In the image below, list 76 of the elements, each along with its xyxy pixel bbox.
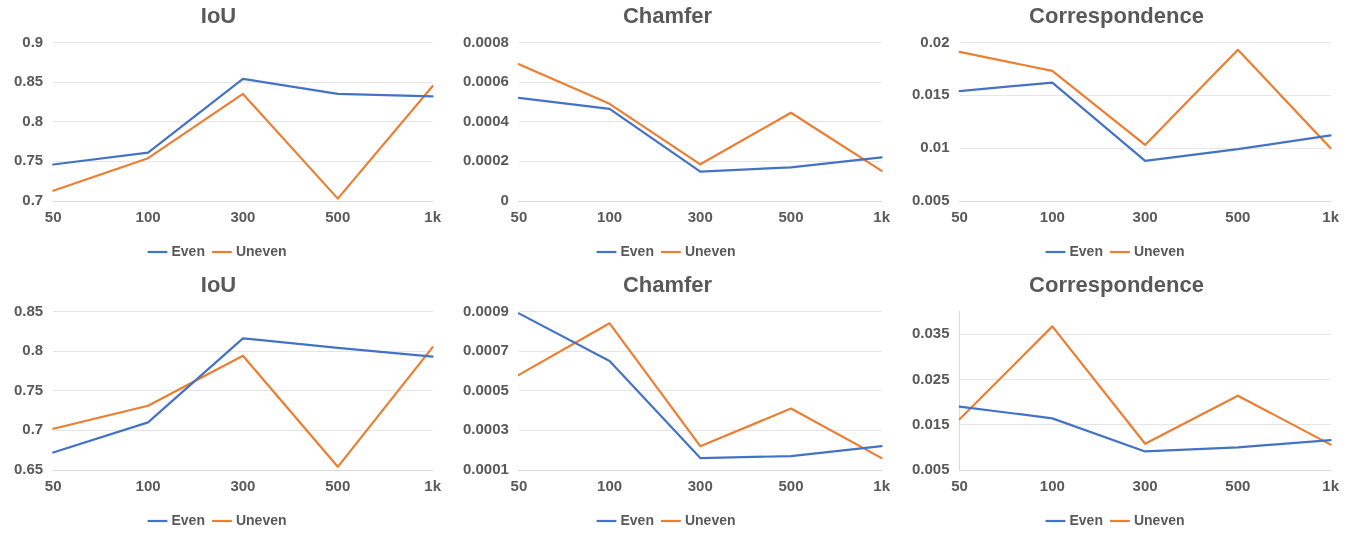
y-tick-label: 0.8 <box>22 111 44 129</box>
y-tick-label: 0.025 <box>911 369 950 387</box>
x-tick-label: 300 <box>230 477 256 495</box>
x-tick-label: 300 <box>687 208 713 226</box>
x-tick-label: 500 <box>778 208 804 226</box>
x-tick-label: 500 <box>325 208 351 226</box>
x-tick-label: 1k <box>873 208 891 226</box>
chart-title: IoU <box>200 3 237 29</box>
legend-label: Uneven <box>1133 242 1185 259</box>
x-tick-label: 1k <box>1322 208 1340 226</box>
x-tick-label: 50 <box>44 477 62 495</box>
y-tick-label: 0.65 <box>13 460 44 478</box>
x-tick-label: 500 <box>778 477 804 495</box>
chart-title: Correspondence <box>1029 272 1204 298</box>
y-tick-label: 0 <box>500 191 509 209</box>
y-tick-label: 0.0002 <box>462 151 509 169</box>
y-tick-label: 0.0001 <box>462 460 509 478</box>
x-tick-label: 50 <box>951 208 968 226</box>
x-tick-label: 500 <box>1225 477 1251 495</box>
legend-label: Uneven <box>235 242 287 259</box>
x-tick-label: 100 <box>1039 477 1065 495</box>
y-tick-label: 0.85 <box>13 72 44 90</box>
legend-label: Even <box>620 511 654 528</box>
x-tick-label: 1k <box>1322 477 1340 495</box>
legend-label: Even <box>171 242 205 259</box>
legend-label: Even <box>171 511 205 528</box>
x-tick-label: 1k <box>424 208 442 226</box>
x-tick-label: 100 <box>597 477 623 495</box>
y-tick-label: 0.015 <box>911 414 950 432</box>
x-tick-label: 50 <box>951 477 968 495</box>
x-tick-label: 500 <box>1225 208 1251 226</box>
legend-label: Uneven <box>684 511 736 528</box>
legend-label: Even <box>1069 511 1103 528</box>
x-tick-label: 500 <box>325 477 351 495</box>
y-tick-label: 0.85 <box>13 301 44 319</box>
x-tick-label: 300 <box>687 477 713 495</box>
chart-title: Chamfer <box>622 272 713 298</box>
y-tick-label: 0.0004 <box>462 111 510 129</box>
y-tick-label: 0.0006 <box>462 72 509 90</box>
legend-label: Even <box>1069 242 1103 259</box>
x-tick-label: 300 <box>1132 477 1158 495</box>
y-tick-label: 0.0009 <box>462 301 509 319</box>
y-tick-label: 0.0008 <box>462 32 509 50</box>
x-tick-label: 300 <box>230 208 256 226</box>
chart-title: Chamfer <box>622 3 713 29</box>
x-tick-label: 1k <box>873 477 891 495</box>
y-tick-label: 0.01 <box>920 138 950 156</box>
y-tick-label: 0.75 <box>13 151 44 169</box>
chart-title: Correspondence <box>1029 3 1204 29</box>
x-tick-label: 50 <box>44 208 62 226</box>
x-tick-label: 100 <box>135 208 161 226</box>
y-tick-label: 0.8 <box>22 341 44 359</box>
y-tick-label: 0.005 <box>911 191 950 209</box>
y-tick-label: 0.035 <box>911 324 950 342</box>
y-tick-label: 0.7 <box>22 191 44 209</box>
y-tick-label: 0.02 <box>920 32 950 50</box>
x-tick-label: 100 <box>135 477 161 495</box>
y-tick-label: 0.9 <box>22 32 44 50</box>
x-tick-label: 100 <box>1039 208 1065 226</box>
x-tick-label: 1k <box>424 477 442 495</box>
x-tick-label: 100 <box>597 208 623 226</box>
legend-label: Uneven <box>684 242 736 259</box>
y-tick-label: 0.0005 <box>462 380 509 398</box>
y-tick-label: 0.0007 <box>462 341 509 359</box>
legend-label: Even <box>620 242 654 259</box>
x-tick-label: 50 <box>510 208 528 226</box>
x-tick-label: 50 <box>510 477 528 495</box>
y-tick-label: 0.005 <box>911 460 950 478</box>
chart-title: IoU <box>200 272 237 298</box>
y-tick-label: 0.7 <box>22 420 44 438</box>
y-tick-label: 0.0003 <box>462 420 509 438</box>
legend-label: Uneven <box>235 511 287 528</box>
y-tick-label: 0.75 <box>13 380 44 398</box>
legend-label: Uneven <box>1133 511 1185 528</box>
y-tick-label: 0.015 <box>911 85 950 103</box>
x-tick-label: 300 <box>1132 208 1158 226</box>
